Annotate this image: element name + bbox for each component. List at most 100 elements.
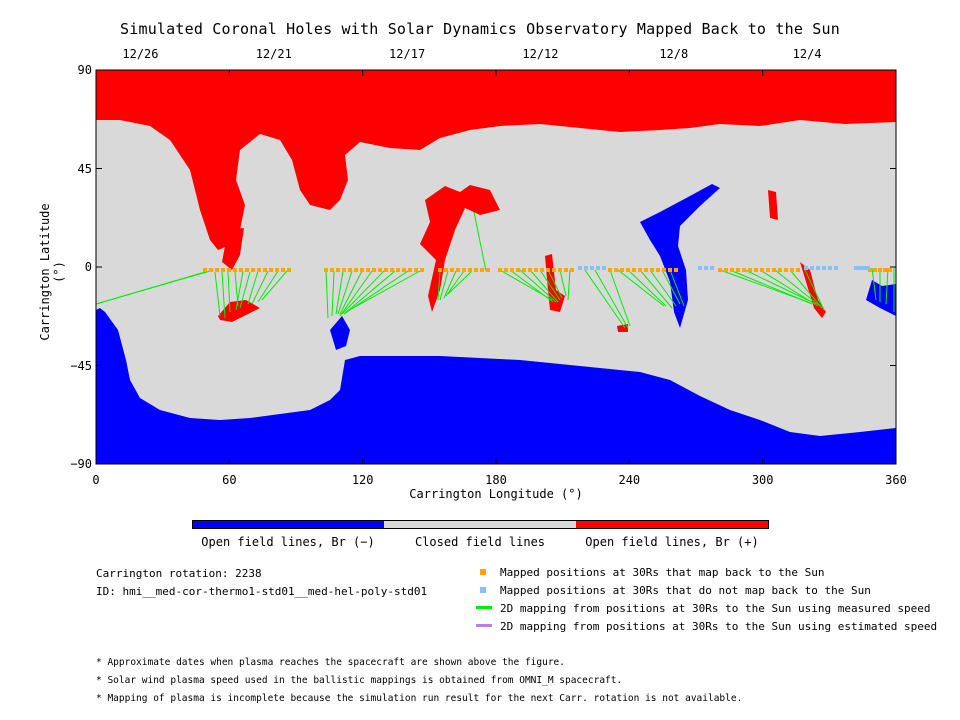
mapped-point [354,268,358,272]
negative-hole-right-edge [866,280,896,316]
mapping-line [774,269,821,307]
legend-unmapped-square [480,587,486,593]
legend-mapped-label: Mapped positions at 30Rs that map back t… [500,566,825,579]
mapped-point [662,268,666,272]
mapping-line [227,271,231,313]
mapping-line [221,271,226,319]
mapped-point [742,268,746,272]
positive-hole-325 [800,262,826,318]
mapped-point [287,268,291,272]
mapped-point [402,268,406,272]
mapping-line [239,271,251,309]
unmapped-point [602,266,606,270]
carrington-rotation: Carrington rotation: 2238 [96,567,262,580]
run-id: ID: hmi__med-cor-thermo1-std01__med-hel-… [96,585,428,598]
mapped-point [269,268,273,272]
mapping-line [331,270,335,317]
mapping-line [341,270,385,315]
mapped-point [336,268,340,272]
mapped-point [414,268,418,272]
mapped-point [468,268,472,272]
mapping-line [257,270,279,303]
figure-title: Simulated Coronal Holes with Solar Dynam… [120,20,840,38]
mapping-line [559,269,567,297]
mapping-line [519,269,557,303]
mapping-line [639,269,673,309]
colorbar-label-negative: Open field lines, Br (−) [201,535,375,549]
unmapped-point [862,266,866,270]
mapped-point [674,268,678,272]
date-label: 12/12 [522,47,559,61]
mapped-point [632,268,636,272]
mapping-line [437,270,441,301]
positive-hole-55 [218,300,260,322]
x-tick-label: 360 [885,473,907,487]
note-dates: * Approximate dates when plasma reaches … [96,657,565,668]
mapping-line [669,269,685,307]
mapped-point [396,268,400,272]
unmapped-point [704,266,708,270]
mapped-point [558,268,562,272]
mapped-point [540,268,544,272]
north-polar-positive-region [96,70,896,250]
unmapped-point [710,266,714,270]
mapped-point [342,268,346,272]
mapping-line [447,270,473,295]
unmapped-point [858,266,862,270]
legend-estimated-label: 2D mapping from positions at 30Rs to the… [500,620,938,633]
mapping-line [539,269,561,301]
unmapped-point [804,266,808,270]
unmapped-point [828,266,832,270]
negative-hole-260 [640,184,720,328]
x-tick-label: 300 [751,473,774,487]
mapped-point [718,268,722,272]
mapped-positions [203,266,892,272]
mapped-point [372,268,376,272]
mapping-line [339,270,363,315]
mapped-point [730,268,734,272]
axis-ticks [95,69,897,465]
mapping-line [251,270,269,305]
mapped-point [766,268,770,272]
mapping-line [343,270,396,315]
y-tick-label: 45 [77,161,92,176]
mapped-point [366,268,370,272]
mapping-line [789,269,823,309]
colorbar-closed [384,520,576,528]
mapped-point [420,268,424,272]
mapped-point [456,268,460,272]
mapping-line [337,270,353,315]
unmapped-point [834,266,838,270]
note-incomplete: * Mapping of plasma is incomplete becaus… [96,693,743,704]
mapped-point [462,268,466,272]
unmapped-point [822,266,826,270]
mapped-point [528,268,532,272]
date-label: 12/17 [389,47,426,61]
note-speed: * Solar wind plasma speed used in the ba… [96,675,623,686]
y-tick-label: −90 [70,457,92,471]
mapped-point [263,268,267,272]
mapped-point [233,268,237,272]
mapped-point [620,268,624,272]
mapped-point [650,268,654,272]
mapped-point [888,268,892,272]
mapped-point [221,268,225,272]
mapping-line [567,269,571,301]
mapped-point [570,268,574,272]
mapped-point [760,268,764,272]
mapping-line [214,271,221,317]
mapping-line [339,270,373,317]
mapping-line [247,270,259,305]
mapped-point [656,268,660,272]
unmapped-point [578,266,582,270]
mapped-point [251,268,255,272]
mapping-line [95,270,211,305]
mapped-point [784,268,788,272]
mapped-point [644,268,648,272]
mapped-point [275,268,279,272]
mapping-line [627,269,667,307]
colorbar-label-closed: Closed field lines [414,535,546,549]
mapping-line [473,211,487,272]
negative-hole-107 [330,316,350,350]
mapping-line [729,269,813,305]
